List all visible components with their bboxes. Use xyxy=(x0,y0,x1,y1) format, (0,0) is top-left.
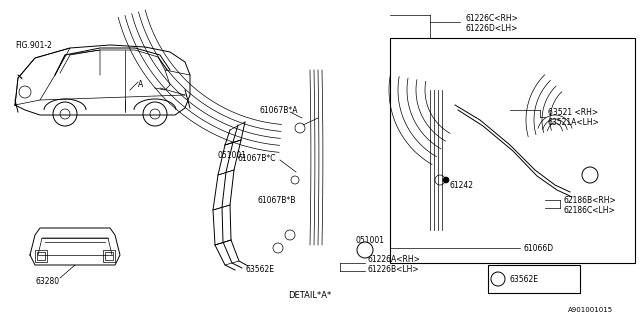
Text: 61226C<RH>: 61226C<RH> xyxy=(465,13,518,22)
Text: 63562E: 63562E xyxy=(245,266,274,275)
Bar xyxy=(488,265,580,293)
Text: 63521A<LH>: 63521A<LH> xyxy=(548,117,600,126)
Text: DETAIL*A*: DETAIL*A* xyxy=(289,291,332,300)
Text: A: A xyxy=(138,79,143,89)
Bar xyxy=(35,250,47,262)
Bar xyxy=(390,38,635,263)
Text: 61242: 61242 xyxy=(450,180,474,189)
Bar xyxy=(37,252,45,260)
Bar xyxy=(105,252,113,260)
Circle shape xyxy=(491,272,505,286)
Text: FIG.901-2: FIG.901-2 xyxy=(15,41,52,50)
Text: 63521 <RH>: 63521 <RH> xyxy=(548,108,598,116)
Text: 62186C<LH>: 62186C<LH> xyxy=(564,205,616,214)
Circle shape xyxy=(357,242,373,258)
Text: 61226D<LH>: 61226D<LH> xyxy=(465,23,517,33)
Text: 61067B*C: 61067B*C xyxy=(237,154,275,163)
Text: 63562E: 63562E xyxy=(510,275,539,284)
Text: 62186B<RH>: 62186B<RH> xyxy=(564,196,617,204)
Text: 61067B*A: 61067B*A xyxy=(260,106,298,115)
Text: 63280: 63280 xyxy=(35,277,59,286)
Text: 1: 1 xyxy=(588,172,592,178)
Text: 051001: 051001 xyxy=(355,236,384,244)
Text: 051001: 051001 xyxy=(218,150,247,159)
Text: 61226A<RH>: 61226A<RH> xyxy=(368,255,421,265)
Text: 61226B<LH>: 61226B<LH> xyxy=(368,266,420,275)
Text: 61066D: 61066D xyxy=(524,244,554,252)
Text: 1: 1 xyxy=(363,247,367,253)
Text: A901001015: A901001015 xyxy=(568,307,612,313)
Circle shape xyxy=(443,177,449,183)
Text: 61067B*B: 61067B*B xyxy=(258,196,296,204)
Text: 1: 1 xyxy=(496,276,500,282)
Bar xyxy=(103,250,115,262)
Circle shape xyxy=(582,167,598,183)
